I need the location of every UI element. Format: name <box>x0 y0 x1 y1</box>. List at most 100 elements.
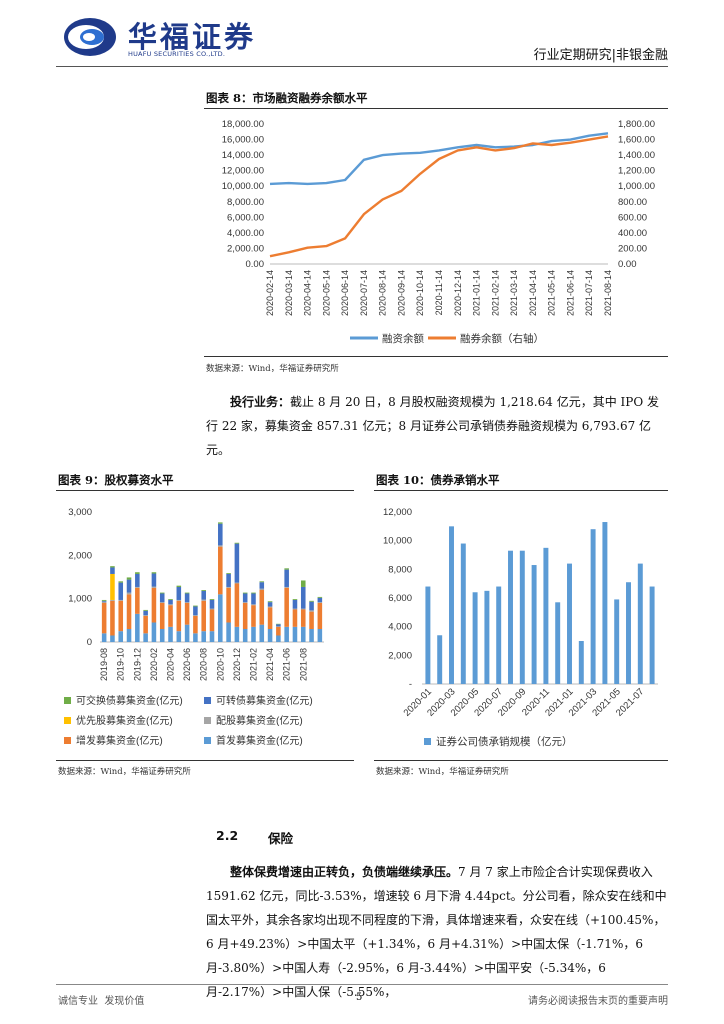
bar-segment-s5 <box>126 579 132 593</box>
legend-swatch <box>64 717 71 724</box>
bar-segment-s5 <box>259 582 265 589</box>
bar-segment-s5 <box>184 593 190 603</box>
bar-segment-s3 <box>284 586 289 588</box>
bar <box>543 547 549 684</box>
bar-segment-s2 <box>184 603 190 625</box>
bar-segment-s5 <box>234 543 240 583</box>
bar-segment-s1 <box>168 626 173 642</box>
insurance-text: 7 月 7 家上市险企合计实现保费收入 1591.62 亿元，同比-3.53%，… <box>206 865 667 999</box>
bar-segment-s6 <box>259 581 265 583</box>
bar-segment-s1 <box>317 629 323 642</box>
bar-segment-s3 <box>234 582 240 584</box>
bar-segment-s5 <box>201 590 206 600</box>
x-tick-label: 2020-07-14 <box>359 270 369 316</box>
header-rule <box>56 66 668 67</box>
bar-segment-s2 <box>201 600 206 632</box>
page-number: 5 <box>356 992 363 1003</box>
bar-segment-s3 <box>276 626 281 627</box>
bar-segment-s2 <box>292 609 298 627</box>
bar-segment-s1 <box>184 624 190 642</box>
bar-segment-s3 <box>201 599 206 601</box>
bar-segment-s2 <box>251 605 256 627</box>
x-tick-label: 2021-06 <box>282 648 292 681</box>
y-right-tick-label: 200.00 <box>618 243 647 254</box>
y-right-tick-label: 600.00 <box>618 212 647 223</box>
legend-label: 增发募集资金(亿元) <box>76 734 163 747</box>
bar-segment-s1 <box>110 635 115 642</box>
bar-segment-s5 <box>143 610 148 616</box>
x-tick-label: 2021-02 <box>248 648 258 681</box>
x-tick-label: 2021-04-14 <box>528 270 538 316</box>
bar-segment-s6 <box>209 599 215 600</box>
x-tick-label: 2020-04 <box>166 648 176 681</box>
bar-segment-s1 <box>143 633 148 642</box>
legend-label: 可转债募集资金(亿元) <box>216 694 313 707</box>
bar <box>531 565 537 684</box>
bar-segment-s3 <box>110 599 115 601</box>
footer-slogan: 诚信专业 发现价值 <box>58 996 145 1007</box>
fig10-title: 图表 10：债券承销水平 <box>376 473 500 487</box>
y-left-tick-label: 14,000.00 <box>222 150 264 161</box>
bar-segment-s3 <box>209 608 215 610</box>
bar-segment-s3 <box>300 608 306 610</box>
legend-label-1: 融资余额 <box>382 332 424 345</box>
x-tick-label: 2020-12 <box>232 648 242 681</box>
legend-label: 首发募集资金(亿元) <box>216 734 303 747</box>
fig8-title-rule <box>204 108 668 109</box>
x-tick-label: 2020-11-14 <box>434 270 444 315</box>
bar <box>496 586 502 684</box>
insurance-lead: 整体保费增速由正转负，负债端继续承压。 <box>230 865 459 879</box>
bar <box>460 543 466 684</box>
logo-chinese: 华福证券 <box>128 20 257 54</box>
legend-label: 证券公司债承销规模（亿元） <box>436 735 573 748</box>
bar-segment-s5 <box>226 573 231 587</box>
section-number: 2.2 <box>216 828 239 843</box>
fig8-title: 图表 8：市场融资融券余额水平 <box>206 91 368 105</box>
x-tick-label: 2021-03-14 <box>509 270 519 316</box>
x-tick-label: 2020-02-14 <box>265 270 275 316</box>
bar-segment-s6 <box>126 577 132 580</box>
bar-segment-s6 <box>234 542 240 544</box>
bar <box>484 590 490 684</box>
logo-english: HUAFU SECURITIES CO.,LTD. <box>128 50 226 58</box>
y-tick-label: 3,000 <box>68 507 92 518</box>
bar-segment-s6 <box>242 592 248 594</box>
bar-segment-s1 <box>276 635 281 642</box>
x-tick-label: 2021-02-14 <box>490 270 500 316</box>
bar-segment-s3 <box>101 601 107 603</box>
x-tick-label: 2020-02 <box>149 648 159 681</box>
x-tick-label: 2021-08-14 <box>603 270 613 316</box>
bar-segment-s2 <box>110 600 115 636</box>
y-right-tick-label: 1,000.00 <box>618 181 655 192</box>
bar-segment-s2 <box>242 603 248 629</box>
bar-segment-s2 <box>176 600 182 632</box>
bar-segment-s1 <box>309 629 314 642</box>
ib-paragraph: 投行业务：截止 8 月 20 日，8 月股权融资规模为 1,218.64 亿元，… <box>206 390 668 462</box>
bar <box>649 586 655 684</box>
bar-segment-s1 <box>292 626 298 642</box>
bar-segment-s5 <box>300 586 306 609</box>
x-tick-label: 2020-06 <box>182 648 192 681</box>
ib-text: 截止 8 月 20 日，8 月股权融资规模为 1,218.64 亿元，其中 IP… <box>206 395 659 457</box>
bar-segment-s3 <box>118 599 124 601</box>
bar-segment-s3 <box>151 586 157 588</box>
bar-segment-s6 <box>226 573 231 574</box>
bar-segment-s1 <box>159 629 165 642</box>
fig9-bottom-rule <box>56 760 354 761</box>
bar-segment-s1 <box>300 626 306 642</box>
bar-segment-s6 <box>118 581 124 583</box>
y-left-tick-label: 4,000.00 <box>227 228 264 239</box>
legend-swatch <box>64 697 71 704</box>
bar-segment-s1 <box>226 622 231 642</box>
series-line-2 <box>269 135 609 258</box>
legend-swatch <box>64 737 71 744</box>
fig9-title-rule <box>56 490 354 491</box>
bar-segment-s1 <box>118 631 124 642</box>
bar-segment-s3 <box>267 606 273 608</box>
fig9-title: 图表 9：股权募资水平 <box>58 473 174 487</box>
footer-rule <box>56 984 668 985</box>
y-right-tick-label: 400.00 <box>618 228 647 239</box>
bar-segment-s2 <box>218 546 223 595</box>
bar-segment-s5 <box>242 593 248 603</box>
legend-swatch <box>424 738 431 745</box>
